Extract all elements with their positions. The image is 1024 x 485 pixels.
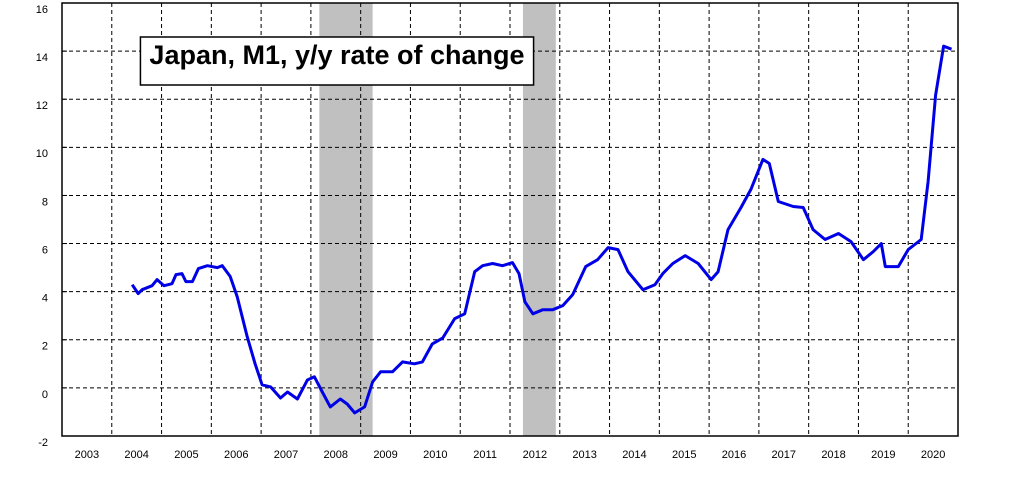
- x-tick-label: 2012: [523, 449, 547, 461]
- y-tick-label: 16: [36, 4, 48, 16]
- x-tick-label: 2014: [622, 449, 646, 461]
- y-tick-label: 8: [42, 196, 48, 208]
- x-tick-label: 2006: [224, 449, 248, 461]
- x-tick-label: 2009: [373, 449, 397, 461]
- x-tick-label: 2008: [324, 449, 348, 461]
- x-tick-label: 2019: [871, 449, 895, 461]
- plot-frame: [61, 2, 959, 437]
- x-tick-label: 2005: [174, 449, 198, 461]
- y-tick-label: 14: [36, 52, 48, 64]
- y-tick-label: -2: [38, 437, 48, 449]
- title-box: [139, 36, 535, 86]
- x-tick-label: 2003: [75, 449, 99, 461]
- x-tick-label: 2013: [572, 449, 596, 461]
- x-tick-label: 2004: [124, 449, 148, 461]
- y-tick-label: 4: [42, 293, 48, 305]
- y-tick-label: 10: [36, 148, 48, 160]
- x-tick-label: 2010: [423, 449, 447, 461]
- x-tick-label: 2016: [722, 449, 746, 461]
- x-tick-label: 2018: [821, 449, 845, 461]
- x-tick-label: 2017: [772, 449, 796, 461]
- y-tick-label: 2: [42, 341, 48, 353]
- x-tick-label: 2007: [274, 449, 298, 461]
- plot-layer: -2 0 2 4 6 8 10 12 14 16 2003 2004 2005 2006 2007 2008 2…: [36, 2, 959, 461]
- y-tick-label: 0: [42, 389, 48, 401]
- y-tick-label: 12: [36, 100, 48, 112]
- data-line: [130, 44, 953, 415]
- x-tick-label: 2020: [921, 449, 945, 461]
- x-tick-label: 2011: [473, 449, 497, 461]
- x-tick-label: 2015: [672, 449, 696, 461]
- chart-title: Japan, M1, y/y rate of change: [149, 40, 524, 70]
- y-tick-label: 6: [42, 244, 48, 256]
